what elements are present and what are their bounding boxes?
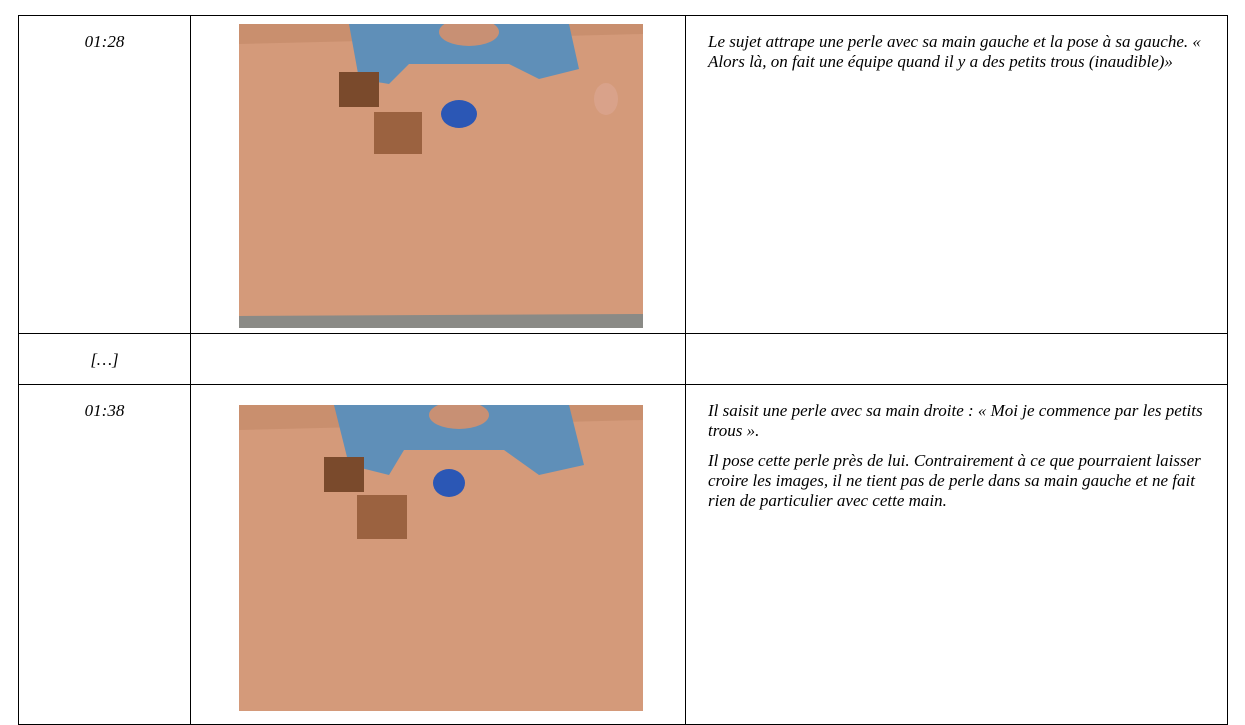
time: […] — [18, 333, 191, 385]
image-cell — [190, 384, 686, 725]
image-cell — [190, 15, 686, 334]
text-cell — [685, 333, 1228, 385]
paragraph: Il saisit une perle avec sa main droite … — [708, 401, 1203, 440]
time: 01:38 — [18, 384, 191, 725]
photo — [239, 405, 643, 711]
transcript-table: 01:28 Le sujet attrape une perle avec sa… — [18, 15, 1228, 725]
photo — [239, 24, 643, 328]
text-cell: Il saisit une perle avec sa main droite … — [685, 384, 1228, 725]
image-cell — [190, 333, 686, 385]
row: […] — [18, 333, 1228, 385]
row: 01:28 Le sujet attrape une perle avec sa… — [18, 15, 1228, 334]
time: 01:28 — [18, 15, 191, 334]
text-cell: Le sujet attrape une perle avec sa main … — [685, 15, 1228, 334]
row: 01:38 Il saisit une perle avec sa main d… — [18, 384, 1228, 725]
paragraph: Le sujet attrape une perle avec sa main … — [708, 32, 1201, 71]
paragraph: Il pose cette perle près de lui. Contrai… — [708, 451, 1201, 510]
